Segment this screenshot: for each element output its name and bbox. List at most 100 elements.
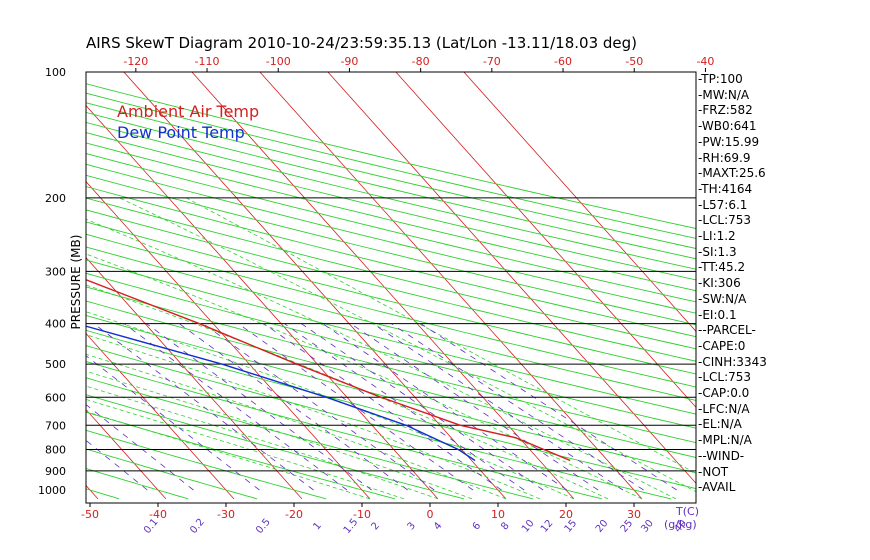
dry-adiabat-line — [86, 448, 258, 500]
index-value: -SW:N/A — [698, 291, 747, 306]
dry-adiabat-line — [86, 272, 696, 429]
dry-adiabat-line — [86, 246, 696, 401]
chart-title: AIRS SkewT Diagram 2010-10-24/23:59:35.1… — [86, 34, 638, 52]
pressure-tick-label: 400 — [45, 318, 66, 331]
index-tick: - — [698, 150, 703, 165]
isotherm-line — [327, 72, 696, 484]
dry-adiabat-line — [86, 174, 696, 326]
temperature-tick-label: -40 — [149, 508, 167, 521]
mixing-ratio-tick-label: 0.2 — [188, 517, 207, 536]
dry-adiabat-line — [86, 377, 534, 500]
isotherm-line — [463, 72, 696, 332]
temperature-tick-label: -30 — [217, 508, 235, 521]
index-tick: - — [698, 464, 703, 479]
mixing-ratio-line — [350, 323, 599, 491]
dry-adiabat-line — [86, 221, 696, 375]
index-value: -FRZ:582 — [698, 103, 753, 118]
index-tick: - — [698, 166, 703, 181]
index-value: -CINH:3343 — [698, 354, 767, 369]
dry-adiabat-line — [86, 142, 696, 292]
top-temperature-tick-label: -70 — [483, 55, 501, 68]
index-tick: - — [698, 276, 703, 291]
index-value: -SI:1.3 — [698, 244, 737, 259]
temperature-tick-label: -10 — [353, 508, 371, 521]
mixing-ratio-tick-label: 6 — [471, 520, 484, 532]
isotherm-line — [86, 408, 167, 500]
index-tick: - — [698, 417, 703, 432]
pressure-tick-label: 1000 — [38, 484, 66, 497]
isotherm-line — [0, 53, 30, 499]
dry-adiabat-line — [86, 153, 696, 303]
moist-adiabat-line — [86, 353, 507, 500]
index-tick: - — [698, 480, 703, 495]
index-tick: - — [698, 401, 703, 416]
temperature-tick-label: -50 — [81, 508, 99, 521]
index-value: -LFC:N/A — [698, 401, 750, 416]
index-tick: - — [698, 338, 703, 353]
mixing-ratio-line — [86, 355, 260, 491]
isotherm-line — [395, 72, 696, 408]
mixing-ratio-line — [124, 323, 348, 491]
index-value: --PARCEL- — [698, 323, 756, 338]
moist-adiabat-line — [119, 197, 696, 493]
index-value: -PW:15.99 — [698, 134, 760, 149]
mixing-ratio-line — [391, 323, 644, 491]
index-value: -TP:100 — [698, 72, 743, 86]
index-tick: - — [698, 72, 702, 86]
index-tick: - — [698, 354, 703, 369]
index-tick: - — [698, 433, 703, 448]
top-temperature-tick-label: -120 — [123, 55, 148, 68]
ambient-air-temp-line — [86, 279, 571, 462]
mixing-ratio-tick-label: 8 — [499, 520, 512, 532]
temperature-tick-label: 30 — [627, 508, 641, 521]
dry-adiabat-line — [86, 345, 672, 500]
moist-adiabat-line — [86, 370, 473, 500]
dry-adiabat-line — [0, 53, 50, 499]
index-tick: - — [698, 103, 703, 118]
mixing-ratio-tick-label: 3 — [405, 520, 418, 532]
index-value: -LCL:753 — [698, 370, 752, 385]
moist-adiabat-line — [86, 311, 575, 500]
mixing-ratio-line — [263, 323, 502, 491]
dry-adiabat-line — [86, 300, 696, 458]
index-value: -MAXT:25.6 — [698, 166, 766, 181]
plot-frame — [85, 71, 697, 504]
mixing-ratio-tick-label: 20 — [594, 518, 611, 535]
pressure-tick-label: 300 — [45, 265, 66, 278]
moist-adiabat-line — [86, 334, 541, 500]
index-tick: - — [698, 197, 703, 212]
top-temperature-tick-label: -40 — [696, 55, 714, 68]
index-value: -WB0:641 — [698, 119, 757, 134]
index-value: -L57:6.1 — [698, 197, 748, 212]
dry-adiabat-line — [86, 329, 696, 490]
legend-entry: Ambient Air Temp — [117, 102, 259, 121]
y-axis-label: PRESSURE (MB) — [69, 235, 83, 330]
temperature-tick-label: 0 — [427, 508, 434, 521]
top-temperature-tick-label: -50 — [625, 55, 643, 68]
mixing-ratio-unit-label: (g/kg) — [664, 518, 697, 531]
dry-adiabat-line — [86, 197, 696, 350]
index-tick: - — [698, 229, 703, 243]
moist-adiabat-line — [86, 218, 677, 500]
mixing-ratio-tick-label: 30 — [639, 518, 656, 535]
moist-adiabat-line — [185, 197, 696, 474]
index-value: -AVAIL — [698, 480, 736, 495]
mixing-ratio-tick-label: 1 — [311, 520, 324, 532]
mixing-ratio-line — [86, 439, 148, 491]
mixing-ratio-line — [93, 323, 314, 491]
index-value: -RH:69.9 — [698, 150, 751, 165]
index-tick: - — [698, 291, 703, 306]
index-tick: - — [698, 370, 703, 385]
pressure-tick-label: 100 — [45, 66, 66, 79]
index-value: -LCL:753 — [698, 213, 752, 228]
moist-adiabat-line — [86, 253, 643, 500]
dry-adiabat-line — [86, 163, 696, 314]
moist-adiabat-line — [86, 411, 371, 500]
legend-entry: Dew Point Temp — [117, 123, 245, 142]
dry-adiabat-line — [86, 411, 396, 500]
index-tick: - — [698, 213, 703, 228]
dry-adiabat-line — [86, 259, 696, 415]
dry-adiabat-line — [86, 429, 327, 500]
dry-adiabat-line — [86, 209, 696, 362]
